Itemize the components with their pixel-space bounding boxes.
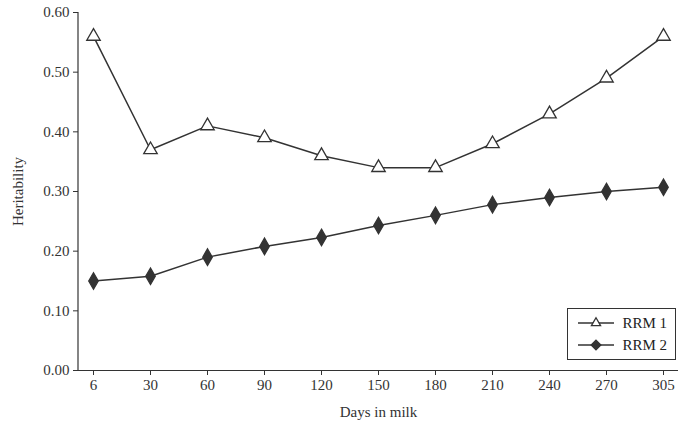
svg-text:0.50: 0.50	[43, 64, 69, 80]
svg-text:0.60: 0.60	[43, 4, 69, 20]
svg-text:Days in milk: Days in milk	[340, 404, 418, 420]
svg-text:0.40: 0.40	[43, 124, 69, 140]
svg-text:240: 240	[538, 377, 561, 393]
svg-text:120: 120	[310, 377, 333, 393]
svg-text:270: 270	[595, 377, 618, 393]
html-text:RRM 2: RRM 2	[622, 336, 667, 353]
svg-text:Heritability: Heritability	[10, 156, 26, 226]
svg-text:305: 305	[652, 377, 675, 393]
svg-text:30: 30	[143, 377, 158, 393]
svg-text:0.10: 0.10	[43, 303, 69, 319]
svg-text:0.30: 0.30	[43, 183, 69, 199]
svg-text:150: 150	[367, 377, 390, 393]
svg-text:6: 6	[90, 377, 98, 393]
svg-text:60: 60	[200, 377, 215, 393]
html-text:RRM 1: RRM 1	[622, 314, 667, 331]
svg-text:0.00: 0.00	[43, 362, 69, 378]
svg-text:180: 180	[424, 377, 447, 393]
svg-text:0.20: 0.20	[43, 243, 69, 259]
svg-text:210: 210	[481, 377, 504, 393]
svg-text:90: 90	[257, 377, 272, 393]
